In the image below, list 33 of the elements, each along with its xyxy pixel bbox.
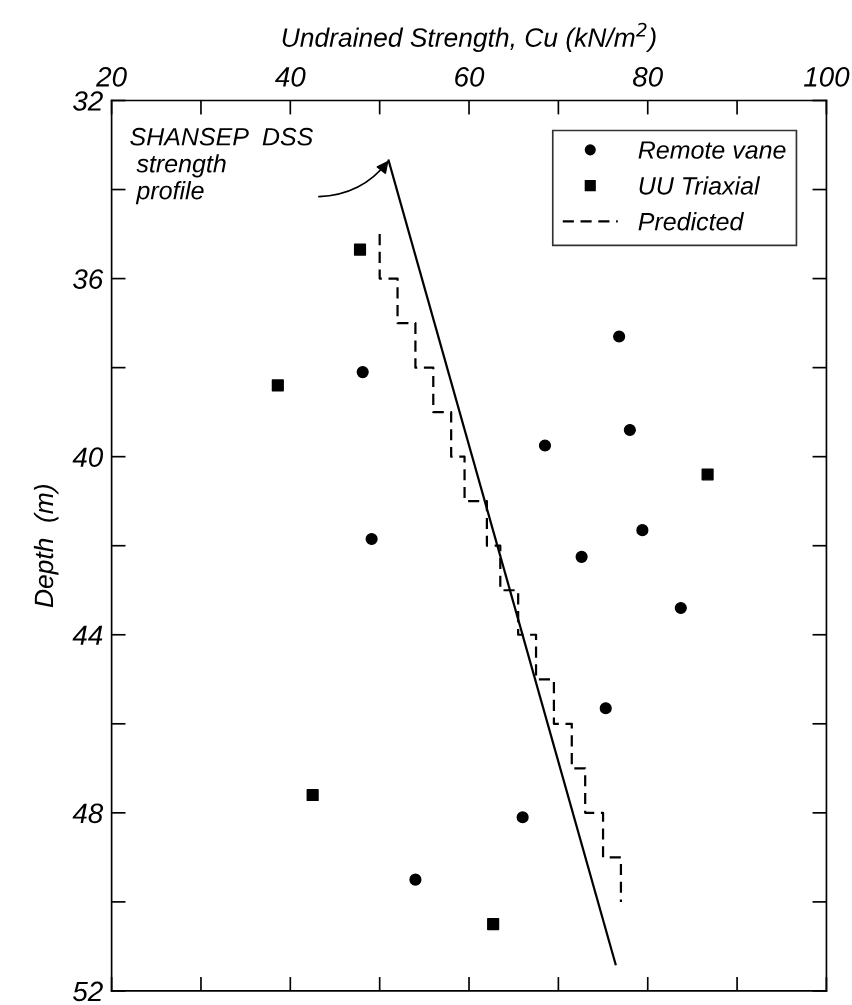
x-axis-title: Undrained Strength, Cu (kN/m$^{2}$) [282, 22, 656, 53]
point [356, 366, 369, 379]
legend-label: UU Triaxial [639, 176, 761, 195]
y-tick-label: 44 [72, 625, 103, 645]
point [487, 918, 500, 931]
y-tick-label: 40 [72, 447, 104, 468]
annotation: SHANSEP DSS strength profile [130, 127, 314, 205]
x-tick-label: 60 [455, 67, 485, 87]
point [516, 811, 529, 824]
point [271, 379, 284, 392]
x-tick-label: 100 [803, 67, 850, 87]
point [599, 702, 612, 715]
y-tick-label: 48 [72, 803, 104, 824]
point [365, 532, 378, 546]
point [575, 550, 588, 563]
point [353, 243, 367, 256]
y-tick-label: 36 [73, 269, 104, 289]
x-tick-label: 80 [633, 67, 663, 87]
x-tick-label: 40 [275, 67, 306, 87]
point [306, 788, 319, 802]
point [674, 601, 687, 615]
point [701, 468, 714, 481]
y-axis-title: Depth (m) [33, 484, 59, 608]
legend-label: Predicted [638, 212, 745, 231]
legend-label: Remote vane [638, 141, 786, 159]
point [636, 524, 649, 537]
point [538, 439, 552, 452]
point [613, 330, 626, 343]
point [409, 873, 422, 886]
x-tick-label: 20 [96, 67, 127, 87]
y-tick-label: 32 [73, 91, 103, 111]
y-tick-label: 52 [73, 981, 103, 1002]
point [623, 423, 636, 437]
